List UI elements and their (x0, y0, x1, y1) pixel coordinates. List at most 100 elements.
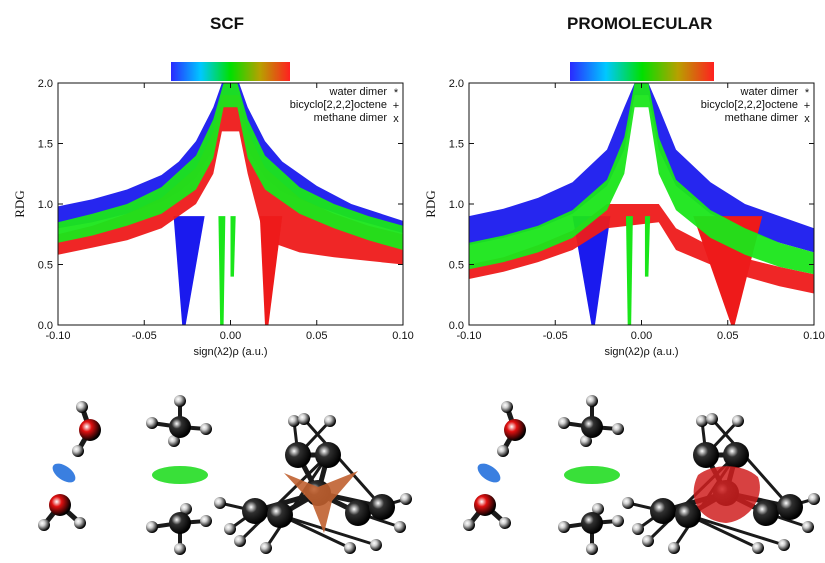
bicyclooctene-isosurface (284, 471, 358, 533)
legend-label: methane dimer (314, 112, 388, 124)
series-band-methane-dimer (469, 83, 814, 275)
hydrogen-atom (501, 401, 513, 413)
legend-label: water dimer (740, 86, 799, 98)
hydrogen-atom (400, 493, 412, 505)
hydrogen-atom (706, 413, 718, 425)
series-band-water-dimer (58, 83, 403, 233)
hydrogen-atom (146, 521, 158, 533)
series-spike-0-0 (173, 216, 205, 325)
y-axis-label: RDG (423, 190, 438, 217)
hydrogen-atom (497, 445, 509, 457)
hydrogen-atom (592, 503, 604, 515)
carbon-atom (777, 494, 803, 520)
oxygen-atom (79, 419, 101, 441)
hydrogen-atom (732, 415, 744, 427)
hydrogen-atom (74, 517, 86, 529)
legend-marker: x (804, 113, 810, 125)
legend-marker: + (804, 100, 810, 112)
x-axis-label: sign(λ2)ρ (a.u.) (604, 346, 678, 358)
colorbar (570, 62, 714, 81)
series-spike-1-0 (259, 216, 283, 325)
carbon-atom (753, 500, 779, 526)
series-band-water-dimer (469, 83, 814, 253)
carbon-atom (169, 416, 191, 438)
methane-dimer-isosurface (152, 466, 208, 484)
x-tick-label: 0.10 (803, 330, 824, 342)
hydrogen-atom (298, 413, 310, 425)
y-tick-label: 0.0 (38, 320, 53, 332)
legend-marker: * (805, 87, 810, 99)
hydrogen-atom (463, 519, 475, 531)
hydrogen-atom (808, 493, 820, 505)
hydrogen-atom (558, 417, 570, 429)
carbon-atom (581, 416, 603, 438)
panel-title-promolecular: PROMOLECULAR (567, 14, 713, 33)
carbon-atom (242, 498, 268, 524)
y-tick-label: 0.0 (449, 320, 464, 332)
series-spike-2-1 (644, 216, 651, 277)
hydrogen-atom (612, 515, 624, 527)
hydrogen-atom (394, 521, 406, 533)
hydrogen-atom (370, 539, 382, 551)
hydrogen-atom (622, 497, 634, 509)
hydrogen-atom (200, 515, 212, 527)
carbon-atom (723, 442, 749, 468)
bicyclooctene-isosurface (693, 466, 760, 523)
hydrogen-atom (288, 415, 300, 427)
oxygen-atom (49, 494, 71, 516)
series-spike-2-0 (625, 216, 633, 325)
carbon-atom (267, 502, 293, 528)
x-tick-label: -0.05 (132, 330, 157, 342)
carbon-atom (315, 442, 341, 468)
legend-label: methane dimer (725, 112, 799, 124)
hydrogen-atom (580, 435, 592, 447)
hydrogen-atom (558, 521, 570, 533)
hydrogen-atom (214, 497, 226, 509)
x-tick-label: -0.05 (543, 330, 568, 342)
carbon-atom (650, 498, 676, 524)
y-tick-label: 2.0 (38, 78, 53, 90)
bond (686, 513, 786, 547)
x-axis-label: sign(λ2)ρ (a.u.) (193, 346, 267, 358)
carbon-atom (369, 494, 395, 520)
hydrogen-atom (778, 539, 790, 551)
water-dimer-isosurface (477, 463, 501, 483)
y-tick-label: 1.0 (38, 199, 53, 211)
legend-label: bicyclo[2,2,2]octene (290, 99, 387, 111)
legend-label: water dimer (329, 86, 388, 98)
oxygen-atom (474, 494, 496, 516)
y-tick-label: 0.5 (38, 260, 53, 272)
y-tick-label: 2.0 (449, 78, 464, 90)
water-dimer-isosurface (52, 463, 76, 483)
y-tick-label: 1.5 (38, 139, 53, 151)
carbon-atom (693, 442, 719, 468)
bond (302, 417, 384, 509)
hydrogen-atom (234, 535, 246, 547)
methane-dimer-isosurface (564, 466, 620, 484)
hydrogen-atom (344, 542, 356, 554)
hydrogen-atom (586, 395, 598, 407)
chart-panel-1: -0.10 -0.05 0.00 0.05 0.10 0.0 0.5 1.0 1.5 2.0 sig… (423, 62, 825, 358)
hydrogen-atom (802, 521, 814, 533)
hydrogen-atom (174, 395, 186, 407)
bond (710, 417, 792, 509)
y-tick-label: 0.5 (449, 260, 464, 272)
hydrogen-atom (76, 401, 88, 413)
legend-marker: + (393, 100, 399, 112)
bond (264, 453, 330, 550)
hydrogen-atom (752, 542, 764, 554)
plot-area (58, 83, 403, 325)
hydrogen-atom (38, 519, 50, 531)
x-tick-label: -0.10 (45, 330, 70, 342)
series-band-bicyclo-2-2-2-octene (58, 95, 403, 265)
legend-marker: * (394, 87, 399, 99)
hydrogen-atom (642, 535, 654, 547)
chart-panel-0: -0.10 -0.05 0.00 0.05 0.10 0.0 0.5 1.0 1.5 2.0 sig… (12, 62, 414, 358)
carbon-atom (581, 512, 603, 534)
plot-area (469, 83, 814, 325)
x-tick-label: 0.05 (717, 330, 738, 342)
hydrogen-atom (180, 503, 192, 515)
hydrogen-atom (324, 415, 336, 427)
hydrogen-atom (146, 417, 158, 429)
